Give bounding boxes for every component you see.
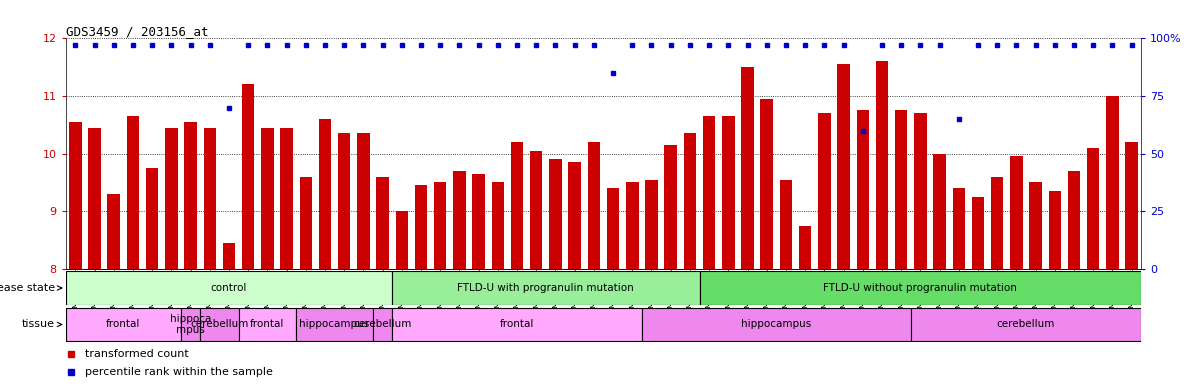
Text: disease state: disease state	[0, 283, 62, 293]
Bar	[203, 128, 216, 269]
Text: hippoca
mpus: hippoca mpus	[170, 314, 212, 335]
Bar	[296, 308, 373, 341]
Bar	[357, 134, 369, 269]
Bar	[819, 113, 831, 269]
Bar	[741, 67, 754, 269]
Bar	[1107, 96, 1119, 269]
Bar	[241, 84, 255, 269]
Bar	[914, 113, 926, 269]
Bar	[991, 177, 1004, 269]
Bar	[392, 271, 699, 305]
Bar	[396, 211, 407, 269]
Text: frontal: frontal	[106, 319, 141, 329]
Bar	[588, 142, 600, 269]
Bar	[239, 308, 296, 341]
Text: hippocampus: hippocampus	[741, 319, 811, 329]
Bar	[262, 128, 274, 269]
Text: cerebellum: cerebellum	[997, 319, 1055, 329]
Bar	[108, 194, 120, 269]
Bar	[200, 308, 239, 341]
Text: tissue: tissue	[22, 319, 62, 329]
Bar	[1126, 142, 1138, 269]
Bar	[319, 119, 331, 269]
Bar	[1029, 182, 1042, 269]
Bar	[510, 142, 523, 269]
Bar	[127, 116, 139, 269]
Bar	[531, 151, 543, 269]
Bar	[799, 226, 811, 269]
Text: transformed count: transformed count	[85, 349, 189, 359]
Bar	[1048, 191, 1061, 269]
Bar	[569, 162, 581, 269]
Bar	[645, 179, 657, 269]
Text: cerebellum: cerebellum	[354, 319, 412, 329]
Bar	[664, 145, 676, 269]
Bar	[684, 134, 697, 269]
Bar	[281, 128, 293, 269]
Bar	[857, 111, 869, 269]
Bar	[972, 197, 985, 269]
Bar	[491, 182, 504, 269]
Text: cerebellum: cerebellum	[190, 319, 249, 329]
Bar	[722, 116, 735, 269]
Bar	[415, 185, 428, 269]
Text: GDS3459 / 203156_at: GDS3459 / 203156_at	[66, 25, 208, 38]
Bar	[607, 188, 619, 269]
Bar	[952, 188, 966, 269]
Bar	[88, 128, 100, 269]
Text: control: control	[210, 283, 247, 293]
Text: frontal: frontal	[250, 319, 284, 329]
Bar	[760, 99, 773, 269]
Bar	[180, 308, 200, 341]
Bar	[184, 122, 197, 269]
Bar	[703, 116, 716, 269]
Bar	[876, 61, 888, 269]
Bar	[933, 154, 945, 269]
Bar	[376, 177, 388, 269]
Bar	[165, 128, 178, 269]
Bar	[434, 182, 447, 269]
Bar	[626, 182, 638, 269]
Bar	[1010, 157, 1023, 269]
Bar	[373, 308, 392, 341]
Bar	[895, 111, 907, 269]
Bar	[550, 159, 562, 269]
Text: FTLD-U with progranulin mutation: FTLD-U with progranulin mutation	[458, 283, 635, 293]
Bar	[300, 177, 312, 269]
Text: FTLD-U without progranulin mutation: FTLD-U without progranulin mutation	[823, 283, 1017, 293]
Bar	[642, 308, 911, 341]
Bar	[779, 179, 792, 269]
Bar	[1087, 148, 1099, 269]
Bar	[146, 168, 159, 269]
Bar	[69, 122, 81, 269]
Text: frontal: frontal	[500, 319, 534, 329]
Bar	[392, 308, 642, 341]
Bar	[66, 308, 180, 341]
Bar	[66, 271, 392, 305]
Bar	[453, 171, 466, 269]
Bar	[222, 243, 235, 269]
Text: percentile rank within the sample: percentile rank within the sample	[85, 366, 272, 377]
Bar	[1068, 171, 1080, 269]
Bar	[338, 134, 350, 269]
Bar	[472, 174, 485, 269]
Bar	[838, 64, 850, 269]
Bar	[699, 271, 1141, 305]
Bar	[911, 308, 1141, 341]
Text: hippocampus: hippocampus	[300, 319, 369, 329]
